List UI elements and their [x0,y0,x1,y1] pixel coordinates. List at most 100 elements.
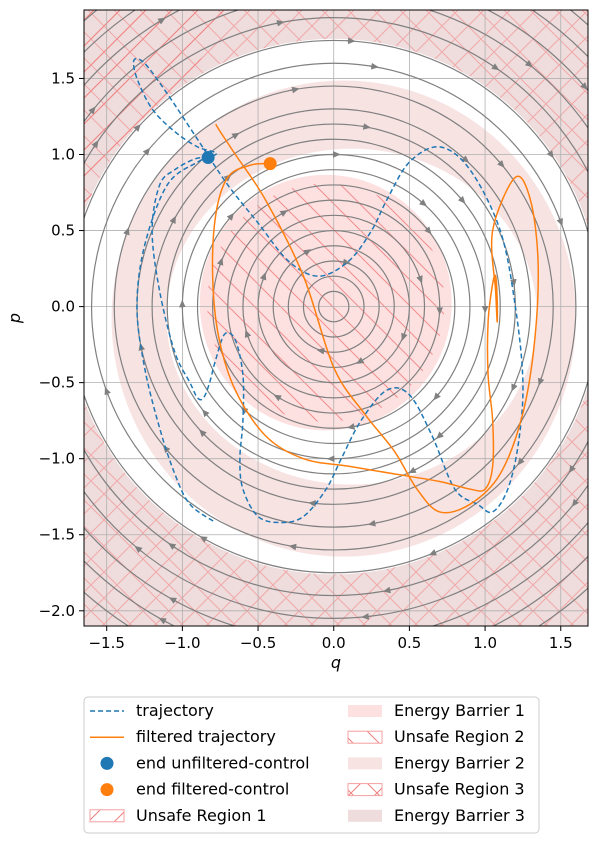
legend-hatch-8 [347,783,383,797]
streamline-arrow [537,376,545,386]
series-layer [132,57,540,524]
y-tick-label: 0.5 [51,222,75,240]
x-tick-label: 1.0 [473,634,497,652]
legend-label-6: Unsafe Region 2 [394,727,525,746]
trajectory-line [132,57,524,524]
streamline-arrow [123,227,130,237]
regions-layer [84,10,588,626]
ticks-layer: −1.5 −1.0 −0.5 0.0 0.5 1.0 1.5 −2.0 −1.5 −1.0 −0.5… [39,69,573,652]
streamline-arrow [199,429,207,438]
streamline-14 [90,62,577,551]
streamline-arrow [91,140,99,149]
legend-label-4: Unsafe Region 1 [136,806,267,825]
streamline-5 [242,214,426,399]
streamline-2 [287,260,380,353]
x-tick-label: 1.5 [549,634,573,652]
y-tick-label: 0.0 [51,298,75,316]
streamline-arrow [290,86,300,94]
legend-marker-3 [100,783,114,797]
streamline-arrow [244,329,252,339]
streamline-arrow [491,63,500,71]
filtered-trajectory-line [211,123,540,514]
legend-label-7: Energy Barrier 2 [394,753,525,772]
streamline-arrow [568,464,576,474]
streamline-0 [317,290,350,323]
streamline-7 [212,184,456,429]
streamline-arrow [524,60,533,68]
streamline-arrow [169,215,176,225]
streamline-arrow [134,545,143,554]
end-filtered-control-marker [263,157,277,171]
streamline-arrow [88,106,96,115]
y-axis-label: p [5,313,24,324]
streamline-arrow [369,62,379,70]
legend-swatch-5 [348,705,382,717]
streamline-arrow [457,195,466,204]
streamline-arrow [424,226,432,235]
streamline-arrow [158,617,168,625]
legend: trajectory filtered trajectory end unfilte… [83,696,540,834]
y-tick-label: −0.5 [39,374,75,392]
x-axis-label: q [331,653,341,672]
streamline-arrow [142,147,151,156]
legend-hatch-6 [347,730,383,744]
x-tick-label: −1.0 [164,634,200,652]
streamline-arrow [216,257,224,267]
streamline-arrow [202,409,210,418]
streamline-arrow [408,466,417,474]
streamline-arrow [104,386,111,396]
legend-hatch-4 [89,809,125,823]
streamline-arrow [511,382,518,392]
streamline-arrow [546,150,554,159]
y-tick-label: 1.0 [51,145,75,163]
legend-label-1: filtered trajectory [136,727,276,746]
streamline-arrow [279,210,288,217]
end-unfiltered-control-marker [201,151,215,165]
streamline-arrow [302,249,312,257]
x-tick-label: −0.5 [240,634,276,652]
streamline-1 [302,275,365,338]
streamline-15 [84,39,588,574]
streamline-arrow [556,217,563,227]
streamline-arrow [361,123,371,130]
streamline-arrow [497,159,505,168]
streamline-arrow [580,82,588,91]
streamline-arrow [461,155,470,163]
streamline-arrow [273,394,283,402]
streamline-arrow [436,431,444,439]
legend-swatch-9 [348,809,382,822]
streamline-arrow [316,347,327,355]
legend-label-9: Energy Barrier 3 [394,806,525,825]
y-tick-label: −2.0 [39,602,75,620]
legend-marker-2 [100,756,114,770]
streamline-arrow [347,423,357,430]
streamline-8 [196,169,471,445]
x-tick-label: 0.0 [322,634,346,652]
streamline-arrow [259,272,267,282]
streamline-arrow [401,331,408,341]
x-tick-label: −1.5 [88,634,124,652]
streamline-arrow [231,132,240,140]
streamline-arrow [419,199,428,207]
legend-frame [83,696,540,834]
streamline-16 [84,17,588,597]
y-tick-label: −1.0 [39,450,75,468]
streamline-arrow [416,274,423,284]
streamline-arrow [428,549,438,556]
plot-area [84,10,588,626]
streamline-arrow [157,17,166,25]
legend-swatch-7 [348,757,382,770]
streamline-arrow [168,542,177,550]
legend-label-8: Unsafe Region 3 [394,780,525,799]
streamline-4 [257,229,411,384]
plot-frame [83,9,589,627]
x-tick-label: 0.5 [397,634,421,652]
streamline-arrow [433,392,441,401]
streamline-13 [113,85,554,528]
legend-label-5: Energy Barrier 1 [394,701,525,720]
streamline-17 [84,10,588,619]
streamline-arrow [510,277,517,287]
streamline-arrow [199,536,209,543]
streamline-arrow [275,19,285,27]
